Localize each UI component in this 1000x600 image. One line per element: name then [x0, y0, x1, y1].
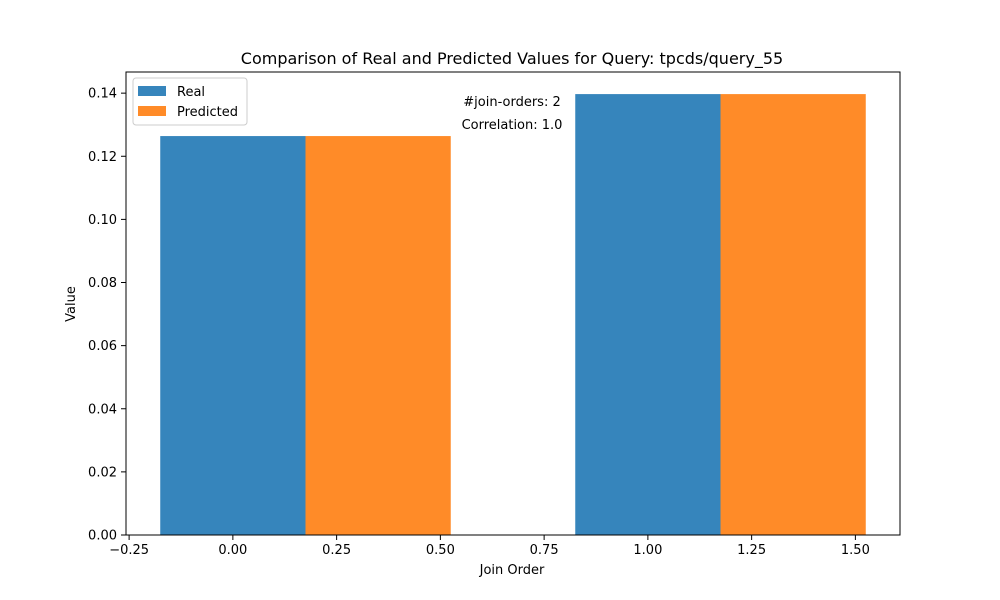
chart-title: Comparison of Real and Predicted Values …	[241, 49, 783, 69]
y-tick-label: 0.02	[88, 465, 117, 480]
y-axis-ticks: 0.00 0.02 0.04 0.06 0.08 0.10 0.12 0.14	[88, 87, 126, 544]
legend: Real Predicted	[132, 77, 248, 126]
join-orders-annotation: #join-orders: 2	[463, 95, 560, 110]
legend-swatch-predicted	[138, 106, 166, 116]
x-axis-label: Join Order	[479, 563, 545, 578]
x-tick-label: 0.50	[426, 543, 455, 558]
y-tick-label: 0.14	[88, 87, 117, 102]
x-tick-label: −0.25	[109, 543, 149, 558]
bar-real-0	[160, 136, 306, 535]
x-axis-ticks: −0.25 0.00 0.25 0.50 0.75 1.00 1.25 1.50	[109, 535, 870, 558]
legend-label-predicted: Predicted	[177, 105, 238, 120]
x-tick-label: 1.25	[737, 543, 766, 558]
bars-group	[160, 94, 866, 535]
y-tick-label: 0.08	[88, 276, 117, 291]
y-tick-label: 0.00	[88, 529, 117, 544]
y-axis-label: Value	[64, 286, 79, 322]
legend-swatch-real	[138, 86, 166, 96]
x-tick-label: 0.25	[322, 543, 351, 558]
bar-real-1	[575, 94, 721, 535]
x-tick-label: 0.00	[218, 543, 247, 558]
correlation-annotation: Correlation: 1.0	[462, 118, 563, 133]
bar-predicted-1	[720, 94, 866, 535]
y-tick-label: 0.04	[88, 402, 117, 417]
x-tick-label: 0.75	[530, 543, 559, 558]
x-tick-label: 1.00	[633, 543, 662, 558]
legend-label-real: Real	[177, 85, 205, 100]
bar-predicted-0	[305, 136, 451, 535]
y-tick-label: 0.10	[88, 213, 117, 228]
x-tick-label: 1.50	[841, 543, 870, 558]
plot-frame	[125, 71, 901, 536]
y-tick-label: 0.06	[88, 339, 117, 354]
y-tick-label: 0.12	[88, 150, 117, 165]
annotations-group: #join-orders: 2 Correlation: 1.0	[462, 95, 563, 133]
